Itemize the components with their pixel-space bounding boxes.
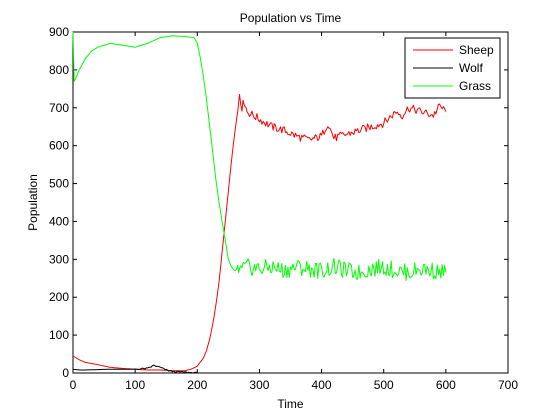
y-tick-label: 900 (49, 25, 69, 39)
x-tick-label: 200 (187, 378, 207, 392)
y-tick-label: 100 (49, 328, 69, 342)
y-tick-label: 300 (49, 252, 69, 266)
y-tick-label: 400 (49, 214, 69, 228)
y-tick-label: 500 (49, 177, 69, 191)
y-axis: 0 100 200 300 400 500 600 700 800 900 (49, 25, 508, 380)
series-lines (72, 31, 447, 374)
x-tick-label: 500 (374, 378, 394, 392)
y-tick-label: 800 (49, 63, 69, 77)
legend-label-grass: Grass (459, 79, 491, 93)
y-tick-label: 600 (49, 139, 69, 153)
x-axis: 0 100 200 300 400 500 600 700 (70, 32, 518, 392)
y-axis-title: Population (26, 174, 40, 231)
series-line-grass (72, 31, 447, 281)
y-tick-label: 700 (49, 101, 69, 115)
y-tick-label: 0 (62, 366, 69, 380)
series-line-wolf (72, 364, 198, 374)
legend-label-wolf: Wolf (459, 61, 483, 75)
x-tick-label: 400 (312, 378, 332, 392)
chart-title: Population vs Time (240, 11, 342, 25)
x-tick-label: 300 (249, 378, 269, 392)
y-tick-label: 200 (49, 290, 69, 304)
x-tick-label: 0 (70, 378, 77, 392)
x-axis-title: Time (277, 397, 304, 411)
x-tick-label: 600 (436, 378, 456, 392)
legend-label-sheep: Sheep (459, 43, 494, 57)
legend: Sheep Wolf Grass (404, 37, 501, 99)
x-tick-label: 100 (125, 378, 145, 392)
x-tick-label: 700 (498, 378, 518, 392)
